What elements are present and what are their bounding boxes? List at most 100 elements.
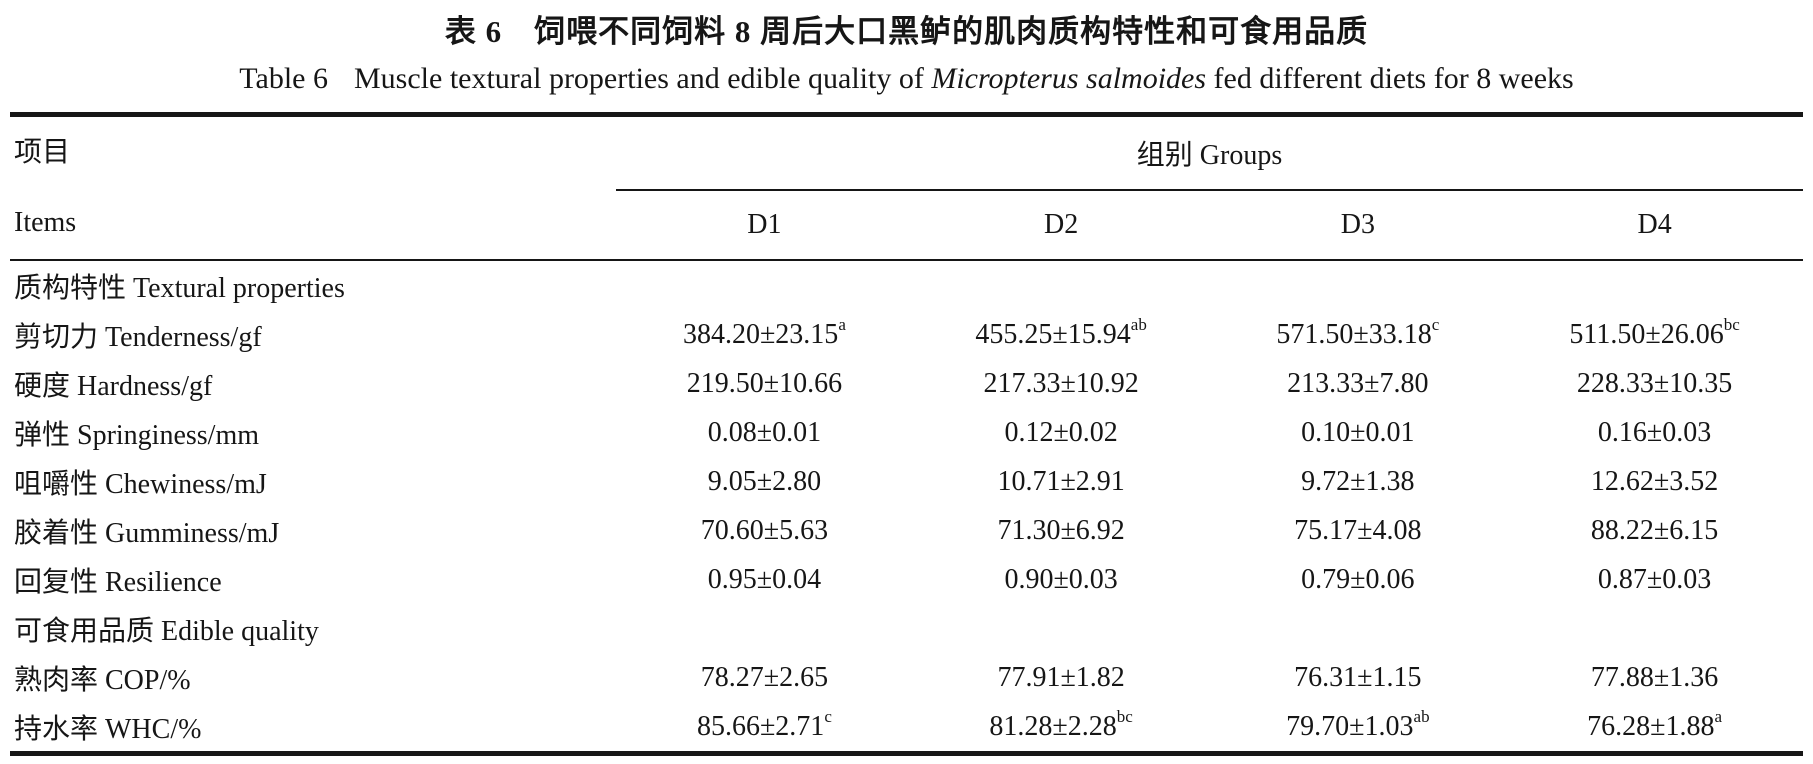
value-cell: 571.50±33.18c [1210,310,1507,359]
value-cell: 75.17±4.08 [1210,506,1507,555]
items-header-zh: 项目 [14,137,71,168]
mean-sd-value: 12.62±3.52 [1590,465,1719,497]
items-header-cell: 项目 Items [10,115,616,261]
mean-sd-value: 0.79±0.06 [1301,563,1415,595]
data-row: 持水率 WHC/% 85.66±2.71c 81.28±2.28bc 79.70±1.… [10,702,1803,754]
diet-column-header: D1 [747,209,782,240]
value-cell: 217.33±10.92 [913,359,1210,408]
value-cell: 455.25±15.94ab [913,310,1210,359]
mean-sd-value: 571.50±33.18 [1276,318,1432,350]
value-cell: 228.33±10.35 [1506,359,1803,408]
table-title-chinese: 表 6 饲喂不同饲料 8 周后大口黑鲈的肌肉质构特性和可食用品质 [444,14,1369,49]
significance-superscript: a [1714,706,1723,726]
diet-column-header: D4 [1637,209,1672,240]
groups-header-cell: 组别 Groups [616,114,1803,191]
mean-sd-value: 75.17±4.08 [1294,514,1422,546]
items-header-en: Items [14,207,77,238]
results-table: 项目 Items 组别 Groups D1 D2 D3 D4 质构特性 Textura… [10,112,1803,756]
mean-sd-value: 384.20±23.15 [682,318,839,350]
diet-column-header: D2 [1044,209,1079,240]
value-cell: 9.05±2.80 [616,457,913,506]
value-cell: 79.70±1.03ab [1210,702,1507,754]
value-cell: 10.71±2.91 [913,457,1210,506]
row-label: 咀嚼性 Chewiness/mJ [14,468,267,500]
mean-sd-value: 228.33±10.35 [1576,367,1733,399]
header-row-diet-columns: D1 D2 D3 D4 [10,190,1803,260]
value-cell: 9.72±1.38 [1210,457,1507,506]
data-row: 熟肉率 COP/% 78.27±2.65 77.91±1.82 76.31±1.15 7… [10,653,1803,702]
data-row: 咀嚼性 Chewiness/mJ 9.05±2.80 10.71±2.91 9.72±… [10,457,1803,506]
mean-sd-value: 455.25±15.94 [975,318,1131,350]
row-label: 持水率 WHC/% [14,713,202,745]
mean-sd-value: 0.16±0.03 [1597,416,1712,448]
header-row-groups: 项目 Items 组别 Groups [10,114,1803,238]
mean-sd-value: 9.72±1.38 [1301,465,1415,497]
diet-column-header: D3 [1340,209,1375,240]
value-cell: 0.10±0.01 [1210,408,1507,457]
mean-sd-value: 217.33±10.92 [983,367,1139,399]
value-cell: 384.20±23.15a [616,310,913,359]
section-header-row: 质构特性 Textural properties [10,260,1803,310]
row-label: 弹性 Springiness/mm [14,419,260,451]
mean-sd-value: 85.66±2.71 [696,710,825,742]
mean-sd-value: 70.60±5.63 [700,514,829,546]
data-row: 弹性 Springiness/mm 0.08±0.01 0.12±0.02 0.10±… [10,408,1803,457]
row-label: 硬度 Hardness/gf [14,370,213,402]
value-cell: 81.28±2.28bc [913,702,1210,754]
significance-superscript: ab [1413,706,1430,726]
mean-sd-value: 71.30±6.92 [997,514,1125,546]
value-cell: 219.50±10.66 [616,359,913,408]
row-label: 回复性 Resilience [14,566,222,598]
mean-sd-value: 78.27±2.65 [700,661,829,693]
value-cell: 213.33±7.80 [1210,359,1507,408]
mean-sd-value: 213.33±7.80 [1287,367,1429,399]
significance-superscript: a [838,314,846,334]
mean-sd-value: 76.31±1.15 [1294,661,1422,693]
significance-superscript: ab [1130,314,1147,334]
mean-sd-value: 0.95±0.04 [707,563,822,595]
value-cell: 12.62±3.52 [1506,457,1803,506]
data-row: 胶着性 Gumminess/mJ 70.60±5.63 71.30±6.92 75.1… [10,506,1803,555]
value-cell: 88.22±6.15 [1506,506,1803,555]
value-cell: 0.87±0.03 [1506,555,1803,604]
value-cell: 0.16±0.03 [1506,408,1803,457]
mean-sd-value: 79.70±1.03 [1286,710,1414,742]
value-cell: 85.66±2.71c [616,702,913,754]
value-cell: 77.91±1.82 [913,653,1210,702]
title-text-after-species: fed different diets for 8 weeks [1206,62,1574,95]
mean-sd-value: 219.50±10.66 [686,367,843,399]
mean-sd-value: 10.71±2.91 [997,465,1125,497]
row-label: 胶着性 Gumminess/mJ [14,517,280,549]
value-cell: 0.90±0.03 [913,555,1210,604]
mean-sd-value: 511.50±26.06 [1569,318,1724,350]
title-text-before-species: Muscle textural properties and edible qu… [354,62,932,95]
data-row: 硬度 Hardness/gf 219.50±10.66 217.33±10.92 21… [10,359,1803,408]
mean-sd-value: 81.28±2.28 [989,710,1117,742]
significance-superscript: bc [1723,314,1740,334]
mean-sd-value: 77.91±1.82 [997,661,1125,693]
data-row: 回复性 Resilience 0.95±0.04 0.90±0.03 0.79±0.0… [10,555,1803,604]
value-cell: 0.08±0.01 [616,408,913,457]
table-number-label: Table 6 [239,62,328,95]
value-cell: 511.50±26.06bc [1506,310,1803,359]
mean-sd-value: 0.10±0.01 [1301,416,1415,448]
significance-superscript: bc [1116,706,1133,726]
data-row: 剪切力 Tenderness/gf 384.20±23.15a 455.25±15.… [10,310,1803,359]
mean-sd-value: 0.87±0.03 [1597,563,1712,595]
value-cell: 77.88±1.36 [1506,653,1803,702]
value-cell: 71.30±6.92 [913,506,1210,555]
mean-sd-value: 9.05±2.80 [707,465,822,497]
value-cell: 0.95±0.04 [616,555,913,604]
value-cell: 76.31±1.15 [1210,653,1507,702]
value-cell: 0.79±0.06 [1210,555,1507,604]
value-cell: 0.12±0.02 [913,408,1210,457]
mean-sd-value: 76.28±1.88 [1587,710,1715,742]
value-cell: 76.28±1.88a [1506,702,1803,754]
row-label: 熟肉率 COP/% [14,664,191,696]
mean-sd-value: 0.90±0.03 [1004,563,1118,595]
section-header-row: 可食用品质 Edible quality [10,604,1803,653]
table-body: 质构特性 Textural properties 剪切力 Tenderness/g… [10,260,1803,754]
value-cell: 70.60±5.63 [616,506,913,555]
significance-superscript: c [1431,314,1440,334]
